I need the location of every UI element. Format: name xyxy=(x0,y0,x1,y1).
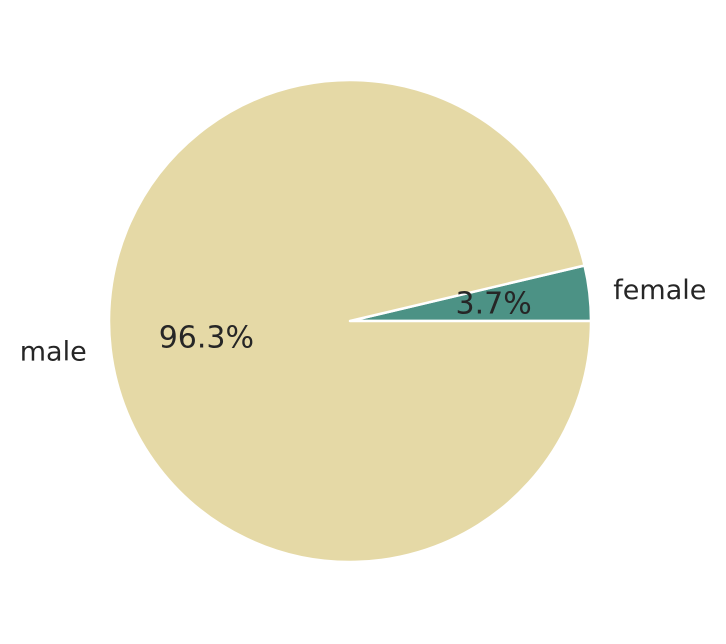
slice-percent-male: 96.3% xyxy=(159,320,254,355)
pie-slices xyxy=(107,78,593,564)
pie-labels: female 3.7% male 96.3% xyxy=(20,275,707,368)
pie-slice-male xyxy=(107,78,593,564)
slice-label-male: male xyxy=(20,336,87,367)
slice-label-female: female xyxy=(613,275,706,306)
slice-percent-female: 3.7% xyxy=(456,287,532,322)
